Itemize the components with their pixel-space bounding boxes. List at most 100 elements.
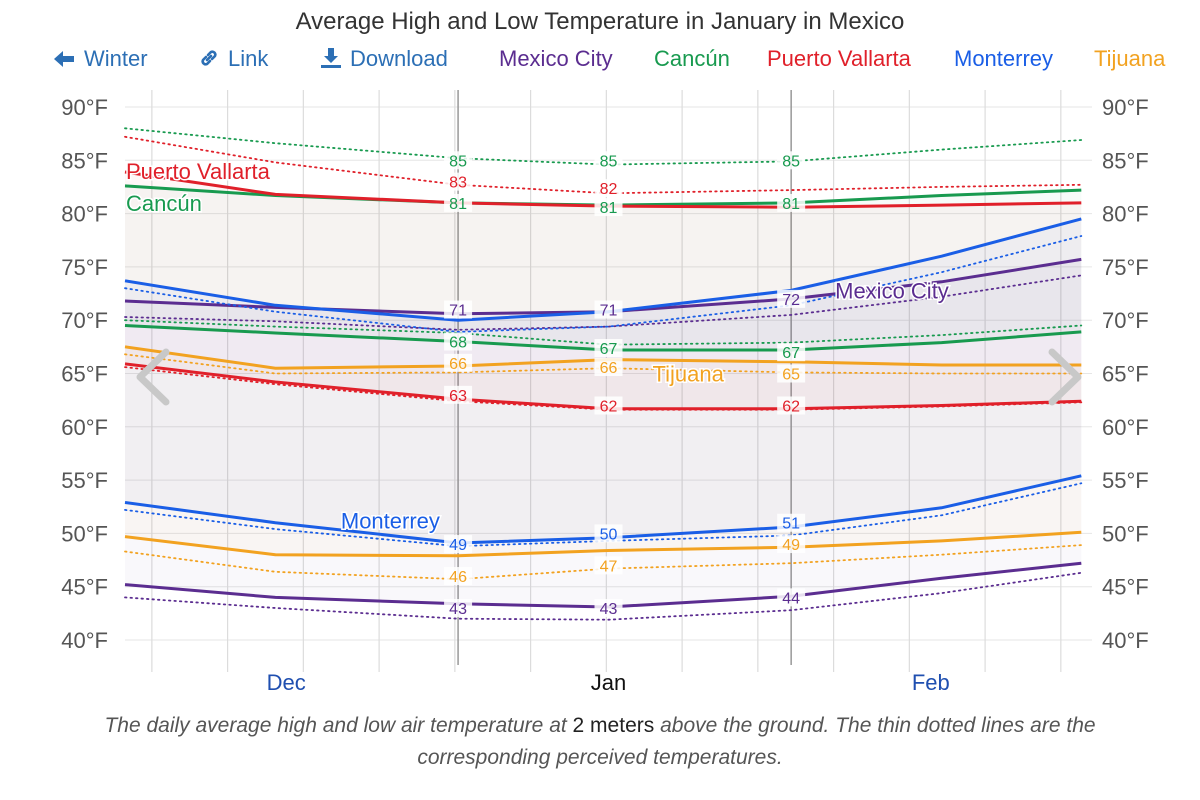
data-label-bg (444, 385, 473, 404)
data-label: 46 (449, 569, 467, 586)
data-label-bg (777, 151, 806, 170)
data-label-bg (777, 364, 806, 383)
data-label-bg (444, 353, 473, 372)
chevron-right-icon[interactable] (1048, 348, 1082, 406)
perceived-line-puerto-vallarta (124, 135, 1083, 195)
data-label-bg (444, 332, 473, 351)
legend-monterrey[interactable]: Monterrey (954, 46, 1054, 71)
data-label-bg (444, 151, 473, 170)
y-tick-label-right: 40°F (1102, 628, 1149, 653)
y-tick-label-right: 70°F (1102, 308, 1149, 333)
data-label-bg (594, 151, 623, 170)
data-label: 82 (600, 181, 618, 198)
legend-puerto-vallarta[interactable]: Puerto Vallarta (767, 46, 911, 71)
data-label-bg (444, 300, 473, 319)
data-label: 83 (449, 175, 467, 192)
data-label: 66 (449, 356, 467, 373)
data-label-bg (594, 556, 623, 575)
data-label-bg (777, 289, 806, 308)
series-label: Cancún (126, 191, 202, 216)
data-label: 43 (449, 601, 467, 618)
y-tick-label-left: 45°F (61, 575, 108, 600)
data-label-bg (594, 198, 623, 217)
data-label: 49 (449, 537, 467, 554)
y-tick-label-left: 75°F (61, 255, 108, 280)
y-tick-label-left: 40°F (61, 628, 108, 653)
data-label: 49 (782, 537, 800, 554)
x-tick-label-jan: Jan (591, 670, 626, 695)
data-label-bg (444, 172, 473, 191)
y-tick-label-right: 50°F (1102, 521, 1149, 546)
page-title: Average High and Low Temperature in Janu… (295, 8, 905, 35)
legend-mexico-city[interactable]: Mexico City (499, 46, 613, 71)
data-label: 67 (782, 345, 800, 362)
data-label: 68 (449, 335, 467, 352)
data-label: 66 (600, 360, 618, 377)
data-label-bg (594, 179, 623, 198)
series-label: Mexico City (835, 278, 949, 303)
back-label: Winter (84, 46, 148, 71)
data-label-bg (777, 193, 806, 212)
toolbar: Winter Link Download Mexico City Cancún … (0, 46, 1200, 76)
perceived-line-monterrey (124, 235, 1083, 333)
data-label: 81 (600, 200, 618, 217)
data-label: 63 (449, 388, 467, 405)
y-tick-label-left: 80°F (61, 202, 108, 227)
data-label: 81 (449, 196, 467, 213)
y-tick-label-right: 85°F (1102, 148, 1149, 173)
data-label-bg (777, 588, 806, 607)
link-button[interactable]: Link (198, 46, 268, 72)
chevron-left-icon[interactable] (136, 348, 170, 406)
data-label: 44 (782, 590, 800, 607)
y-tick-label-right: 90°F (1102, 95, 1149, 120)
data-label-bg (594, 300, 623, 319)
x-tick-label-dec[interactable]: Dec (267, 670, 306, 695)
back-winter-button[interactable]: Winter (52, 46, 148, 72)
legend-cancun[interactable]: Cancún (654, 46, 730, 71)
y-tick-label-right: 55°F (1102, 468, 1149, 493)
x-tick-label-feb[interactable]: Feb (912, 670, 950, 695)
y-tick-label-left: 60°F (61, 415, 108, 440)
data-label-bg (594, 599, 623, 618)
data-label: 72 (782, 292, 800, 309)
data-label: 85 (782, 153, 800, 170)
y-tick-label-left: 85°F (61, 148, 108, 173)
data-label: 51 (782, 516, 800, 533)
data-label-bg (594, 396, 623, 415)
data-label-bg (444, 535, 473, 554)
y-tick-label-right: 65°F (1102, 362, 1149, 387)
data-label: 85 (449, 153, 467, 170)
data-label: 67 (600, 341, 618, 358)
perceived-line-mexico-city (124, 571, 1083, 621)
data-label-bg (444, 193, 473, 212)
caption-text-end: above the ground. The thin dotted lines … (417, 714, 1096, 769)
series-label: Puerto Vallarta (126, 159, 271, 184)
series-label: Monterrey (341, 509, 440, 534)
data-label: 71 (449, 303, 467, 320)
data-label: 65 (782, 367, 800, 384)
legend-tijuana[interactable]: Tijuana (1094, 46, 1166, 71)
data-label-bg (777, 535, 806, 554)
download-button[interactable]: Download (320, 46, 448, 72)
y-tick-label-right: 75°F (1102, 255, 1149, 280)
download-label: Download (350, 46, 448, 71)
series-label: Tijuana (652, 362, 724, 387)
y-tick-label-left: 50°F (61, 521, 108, 546)
data-label-bg (777, 343, 806, 362)
y-tick-label-right: 45°F (1102, 575, 1149, 600)
link-label: Link (228, 46, 269, 71)
data-label-bg (777, 513, 806, 532)
data-label: 71 (600, 303, 618, 320)
data-label-bg (594, 524, 623, 543)
caption-bold: 2 meters (572, 714, 655, 737)
y-tick-label-left: 90°F (61, 95, 108, 120)
data-label-bg (444, 567, 473, 586)
data-label: 81 (782, 196, 800, 213)
data-label-bg (594, 339, 623, 358)
y-tick-label-left: 65°F (61, 362, 108, 387)
data-label: 43 (600, 601, 618, 618)
link-icon (201, 50, 217, 66)
data-label-bg (594, 358, 623, 377)
data-label: 85 (600, 153, 618, 170)
